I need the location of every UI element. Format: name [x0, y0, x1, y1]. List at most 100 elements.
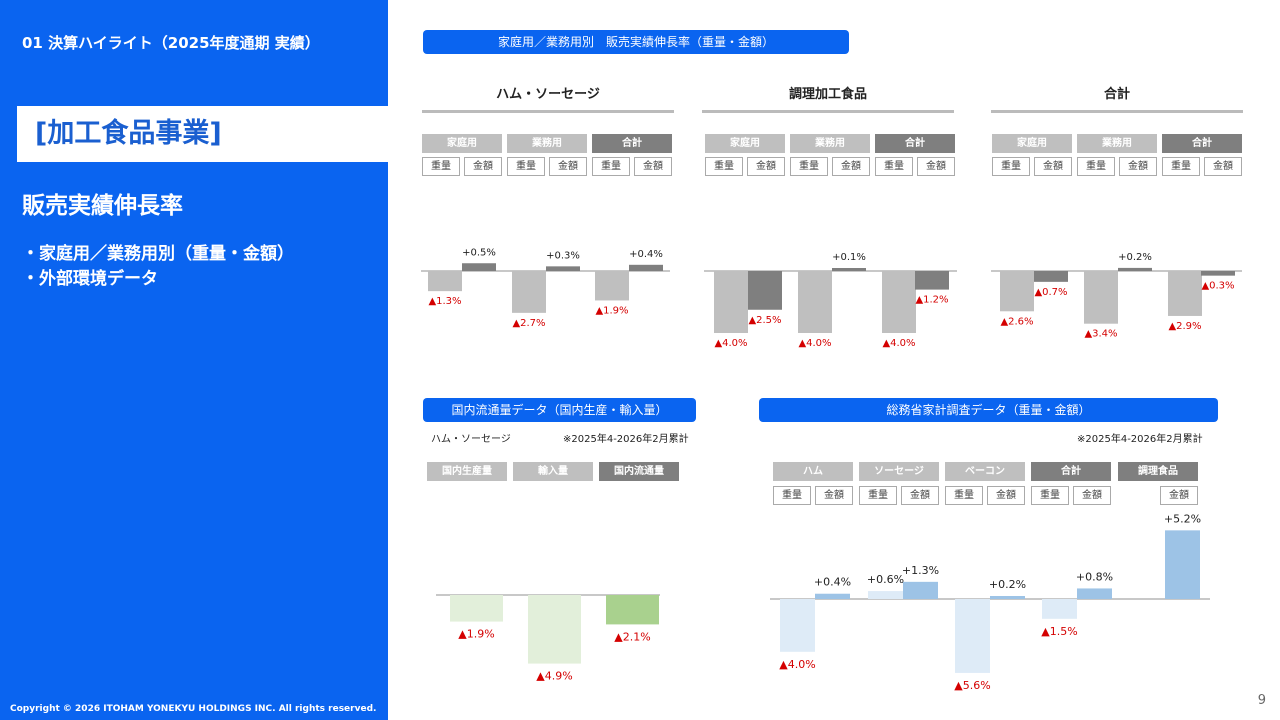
panel-title-ham-sausage: ハム・ソーセージ [496, 87, 600, 102]
data-label: ▲4.0% [714, 338, 747, 349]
data-label: +0.5% [462, 247, 496, 258]
bullet-item: ・家庭用／業務用別（重量・金額） [22, 244, 294, 264]
sub-header: 重量 [773, 486, 811, 505]
household-survey-pill: 総務省家計調査データ（重量・金額） [759, 398, 1218, 422]
bar [428, 271, 462, 292]
bar [955, 599, 990, 673]
data-label: ▲2.9% [1168, 321, 1201, 332]
bar [1201, 271, 1235, 276]
data-label: ▲4.0% [798, 338, 831, 349]
domestic-header-production: 国内生産量 [427, 462, 507, 481]
group-header: 業務用 [790, 134, 870, 153]
sub-header: 金額 [464, 157, 502, 176]
data-label: +1.3% [902, 564, 939, 577]
domestic-note: ※2025年4-2026年2月累計 [563, 434, 689, 445]
group-header: 調理食品 [1118, 462, 1198, 481]
data-label: ▲1.2% [915, 295, 948, 306]
data-label: ▲2.7% [512, 318, 545, 329]
section-title: [加工食品事業] [17, 106, 388, 162]
data-label: +0.6% [867, 573, 904, 586]
group-header: ハム [773, 462, 853, 481]
sub-header: 金額 [901, 486, 939, 505]
group-header: ベーコン [945, 462, 1025, 481]
panel-rule [422, 110, 674, 113]
data-label: ▲4.0% [882, 338, 915, 349]
sub-header: 重量 [705, 157, 743, 176]
sub-header: 金額 [815, 486, 853, 505]
data-label: ▲5.6% [954, 679, 990, 692]
bar [1084, 271, 1118, 324]
sub-header: 重量 [422, 157, 460, 176]
data-label: +0.3% [546, 250, 580, 261]
bar [629, 264, 663, 271]
sub-header: 重量 [1031, 486, 1069, 505]
sub-header: 重量 [875, 157, 913, 176]
sub-header: 重量 [592, 157, 630, 176]
group-header: 業務用 [507, 134, 587, 153]
bar [1034, 271, 1068, 282]
bar [1118, 267, 1152, 271]
group-header: 家庭用 [992, 134, 1072, 153]
group-header: 合計 [1031, 462, 1111, 481]
data-label: ▲3.4% [1084, 329, 1117, 340]
data-label: +0.2% [1118, 252, 1152, 263]
panel-rule [991, 110, 1243, 113]
copyright: Copyright © 2026 ITOHAM YONEKYU HOLDINGS… [10, 704, 377, 714]
bar [1165, 530, 1200, 599]
top-section-pill: 家庭用／業務用別 販売実績伸長率（重量・金額） [423, 30, 849, 54]
sub-header: 重量 [945, 486, 983, 505]
data-label: +0.4% [814, 576, 851, 589]
chart-domestic-supply: ▲1.9% ▲4.9% ▲2.1% [436, 594, 660, 683]
bar [748, 271, 782, 310]
bar [714, 271, 748, 333]
group-header: 合計 [1162, 134, 1242, 153]
sub-header: 金額 [549, 157, 587, 176]
data-label: ▲1.3% [428, 296, 461, 307]
sub-header: 重量 [507, 157, 545, 176]
sub-header: 重量 [859, 486, 897, 505]
data-label: ▲1.5% [1041, 625, 1077, 638]
group-header: 業務用 [1077, 134, 1157, 153]
bar [990, 596, 1025, 599]
sub-header: 金額 [1160, 486, 1198, 505]
bar [915, 271, 949, 290]
household-note: ※2025年4-2026年2月累計 [1077, 434, 1203, 445]
group-header: 合計 [875, 134, 955, 153]
data-label: ▲1.9% [458, 628, 494, 641]
bar [546, 266, 580, 271]
bar [882, 271, 916, 333]
sub-header: 重量 [1077, 157, 1115, 176]
page-number: 9 [1257, 693, 1266, 708]
panel-title-cooked-food: 調理加工食品 [788, 87, 867, 102]
sub-header: 重量 [790, 157, 828, 176]
panel-rule [702, 110, 954, 113]
data-label: ▲2.1% [614, 630, 650, 643]
sub-header: 金額 [634, 157, 672, 176]
bar [1000, 271, 1034, 312]
bullet-list: ・家庭用／業務用別（重量・金額） ・外部環境データ [22, 242, 294, 292]
bar [595, 271, 629, 301]
domestic-caption: ハム・ソーセージ [431, 434, 511, 445]
chart-total: ▲2.6% ▲0.7% ▲3.4% +0.2% ▲2.9% ▲0.3% [991, 252, 1242, 340]
data-label: +5.2% [1164, 512, 1201, 525]
sub-header: 金額 [987, 486, 1025, 505]
bar [1077, 588, 1112, 599]
bar [868, 591, 903, 599]
bar [1168, 271, 1202, 316]
sub-header: 重量 [1162, 157, 1200, 176]
bar [606, 595, 659, 625]
data-label: +0.2% [989, 578, 1026, 591]
data-label: +0.4% [629, 249, 663, 260]
sub-header: 金額 [1034, 157, 1072, 176]
sub-header: 金額 [1204, 157, 1242, 176]
bar [462, 263, 496, 271]
breadcrumb: 01 決算ハイライト（2025年度通期 実績） [22, 34, 320, 52]
data-label: ▲0.3% [1201, 281, 1234, 292]
data-label: ▲4.9% [536, 670, 572, 683]
bullet-item: ・外部環境データ [22, 269, 158, 289]
sub-header: 重量 [992, 157, 1030, 176]
data-label: ▲4.0% [779, 658, 815, 671]
bar [1042, 599, 1077, 619]
bar [798, 271, 832, 333]
group-header: 家庭用 [422, 134, 502, 153]
